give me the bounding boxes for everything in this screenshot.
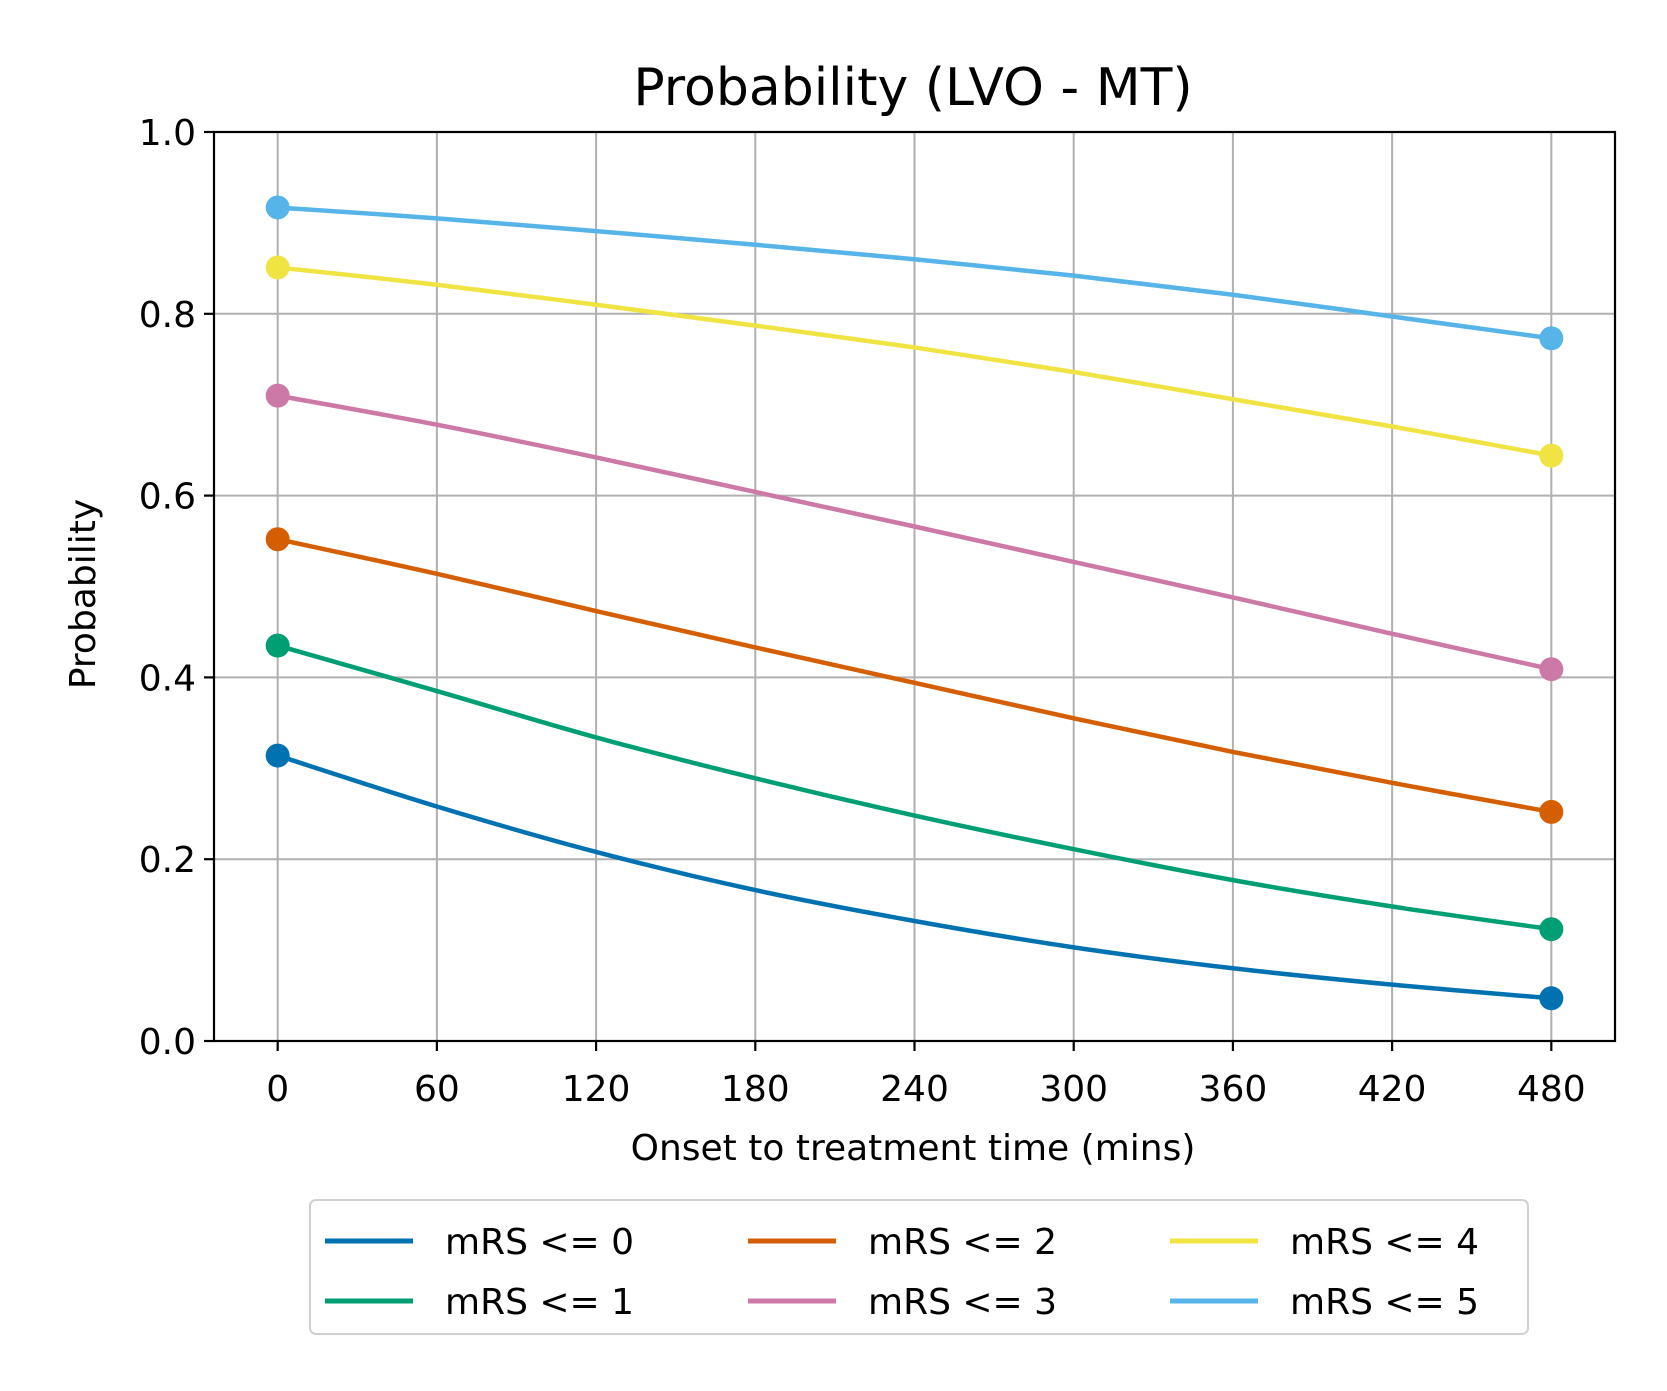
series-marker [265,743,290,768]
series-marker [265,383,290,408]
legend-item: mRS <= 5 [1170,1282,1479,1323]
legend-label: mRS <= 1 [445,1282,634,1323]
grid [214,131,1615,1042]
y-tick-label: 0.8 [139,295,196,336]
series-marker [265,195,290,220]
series-2 [265,527,1564,824]
y-tick-label: 0.4 [139,658,196,699]
series-line [277,393,1552,672]
series-marker [1539,799,1564,824]
series-marker [265,527,290,552]
legend-item: mRS <= 0 [325,1222,634,1263]
series-marker [1539,443,1564,468]
series-marker [1539,917,1564,942]
legend-item: mRS <= 2 [748,1222,1057,1263]
x-tick-label: 60 [414,1069,460,1110]
y-tick-label: 0.0 [139,1022,196,1063]
x-tick-label: 420 [1358,1069,1427,1110]
x-tick-label: 240 [880,1069,949,1110]
y-tick-label: 1.0 [139,113,196,154]
y-axis-label: Probability [63,499,104,689]
x-tick-label: 180 [721,1069,790,1110]
series-0 [265,743,1564,1011]
series-4 [265,255,1564,468]
legend-label: mRS <= 0 [445,1222,634,1263]
x-tick-label: 300 [1039,1069,1108,1110]
series-layer [265,195,1564,1011]
x-tick-label: 0 [266,1069,289,1110]
chart-title: Probability (LVO - MT) [633,58,1192,118]
series-5 [265,195,1564,351]
legend: mRS <= 0 mRS <= 1 mRS <= 2 mRS <= 3 mRS <= 4… [309,1199,1529,1335]
legend-label: mRS <= 4 [1290,1222,1479,1263]
ticks: 0 60 120 180 240 300 360 420 480 0.0 0.2 0.4 0.6 0.8 1… [139,113,1586,1110]
x-tick-label: 360 [1199,1069,1268,1110]
legend-item: mRS <= 3 [748,1282,1057,1323]
legend-item: mRS <= 4 [1170,1222,1479,1263]
series-3 [265,383,1564,682]
series-marker [1539,326,1564,351]
series-marker [265,255,290,280]
series-line [277,537,1552,815]
y-tick-label: 0.6 [139,477,196,518]
legend-item: mRS <= 1 [325,1282,634,1323]
y-tick-label: 0.2 [139,840,196,881]
x-tick-label: 120 [562,1069,631,1110]
series-line [276,753,1552,1001]
series-line [277,265,1552,458]
legend-label: mRS <= 5 [1290,1282,1479,1323]
series-1 [265,633,1564,942]
x-tick-label: 480 [1517,1069,1586,1110]
series-marker [265,633,290,658]
legend-label: mRS <= 2 [868,1222,1057,1263]
x-axis-label: Onset to treatment time (mins) [631,1128,1196,1169]
legend-label: mRS <= 3 [868,1282,1057,1323]
series-marker [1539,986,1564,1011]
series-line [277,643,1552,932]
series-line [277,205,1552,341]
series-marker [1539,657,1564,682]
